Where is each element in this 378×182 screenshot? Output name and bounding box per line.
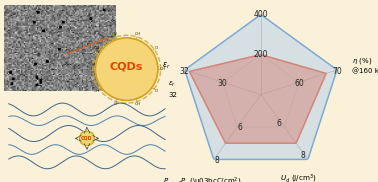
Text: CQD: CQD <box>81 136 93 141</box>
Text: OH: OH <box>94 89 100 93</box>
Text: O: O <box>155 46 158 50</box>
Text: $E_b$: $E_b$ <box>256 0 266 3</box>
Text: 200: 200 <box>254 50 268 59</box>
Text: OH: OH <box>135 32 141 36</box>
Text: O: O <box>114 32 117 36</box>
Text: $\varepsilon_r$: $\varepsilon_r$ <box>168 80 176 89</box>
Text: 8: 8 <box>300 151 305 160</box>
Text: OH: OH <box>160 67 166 71</box>
Circle shape <box>95 38 158 100</box>
Text: $\varepsilon_r$: $\varepsilon_r$ <box>162 60 171 71</box>
Text: O: O <box>88 67 91 71</box>
Text: 8: 8 <box>214 156 219 165</box>
Text: $P_{max}$-$P_r$ (\u03bcC/cm$^2$): $P_{max}$-$P_r$ (\u03bcC/cm$^2$) <box>163 176 241 182</box>
Text: 6: 6 <box>277 119 282 128</box>
Text: 32: 32 <box>180 67 189 76</box>
Text: 6: 6 <box>238 123 243 132</box>
Text: $U_d$ (J/cm$^3$): $U_d$ (J/cm$^3$) <box>280 172 317 182</box>
Text: 60: 60 <box>294 79 304 88</box>
Text: 400: 400 <box>254 10 268 19</box>
Text: $\eta$ (%)
@160 kV/mm: $\eta$ (%) @160 kV/mm <box>352 56 378 74</box>
Text: 32: 32 <box>169 92 178 98</box>
Text: O: O <box>114 102 117 106</box>
Text: O: O <box>155 89 158 93</box>
Polygon shape <box>189 55 326 143</box>
Text: 30: 30 <box>218 79 227 88</box>
Text: CQDs: CQDs <box>110 62 143 72</box>
Text: 70: 70 <box>332 67 342 76</box>
Text: OH: OH <box>135 102 141 106</box>
Text: OH: OH <box>94 46 100 50</box>
Circle shape <box>79 131 94 146</box>
Polygon shape <box>185 15 337 159</box>
